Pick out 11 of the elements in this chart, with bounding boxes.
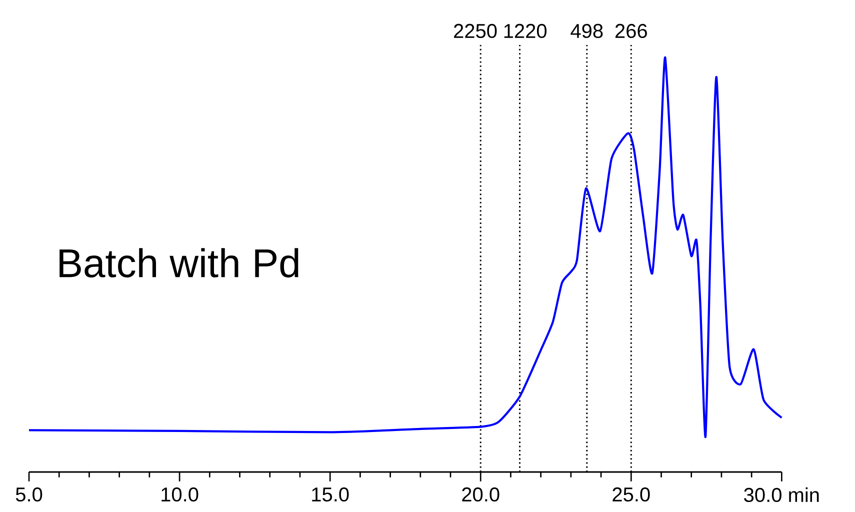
annotation: 1220 [504, 24, 547, 38]
x-tick-label: 25.0 [612, 487, 650, 502]
x-tick-label: 5.0 [16, 487, 42, 502]
annotation: Batch with Pd [60, 248, 298, 278]
x-tick-label: 30.0 min [744, 487, 819, 502]
x-tick-label: 20.0 [462, 487, 500, 502]
x-tick-label: 15.0 [312, 487, 349, 502]
annotation: 498 [570, 24, 603, 38]
annotation: 2250 [454, 24, 497, 38]
x-tick-label: 10.0 [162, 487, 198, 502]
annotation: 266 [615, 24, 647, 38]
